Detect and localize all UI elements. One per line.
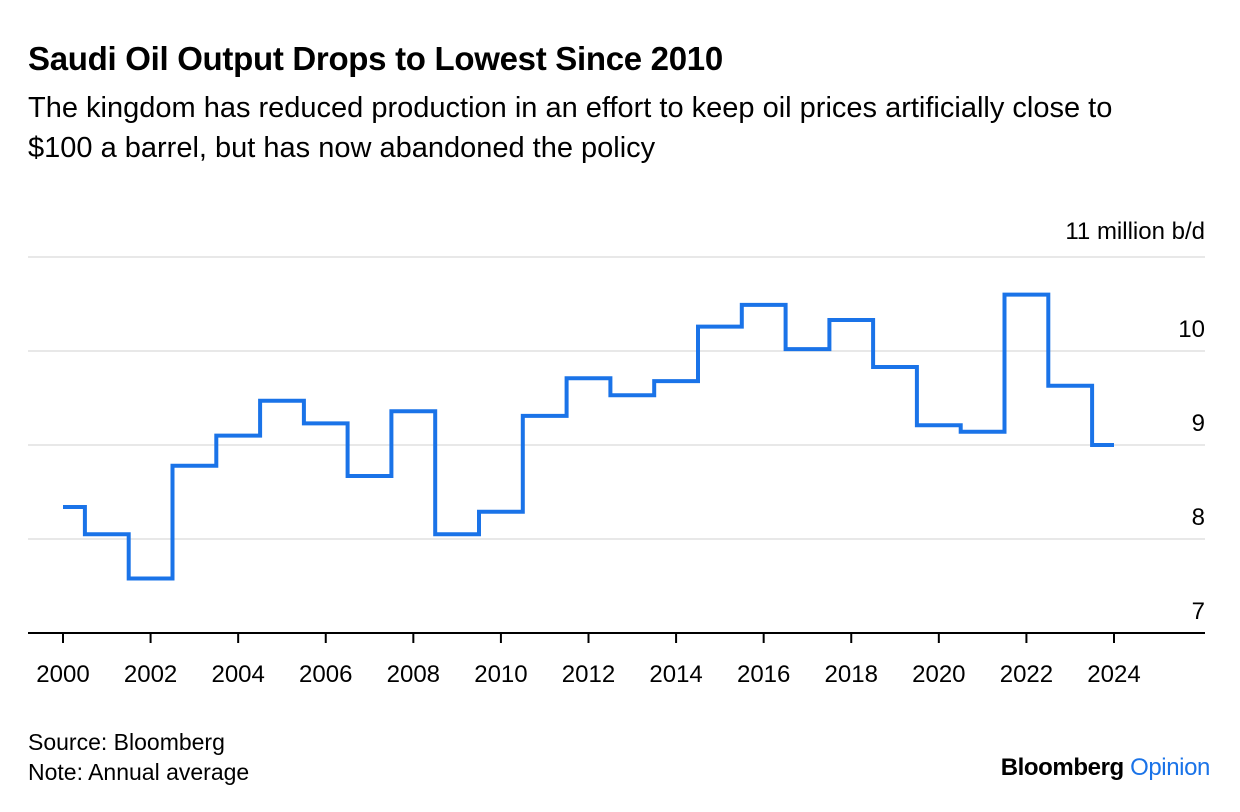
x-tick-label-2016: 2016 bbox=[737, 661, 790, 688]
x-tick-label-2024: 2024 bbox=[1087, 661, 1140, 688]
brand-opinion: Opinion bbox=[1130, 754, 1210, 781]
chart-title: Saudi Oil Output Drops to Lowest Since 2… bbox=[28, 40, 723, 77]
x-tick-label-2004: 2004 bbox=[211, 661, 264, 688]
x-tick-label-2014: 2014 bbox=[649, 661, 702, 688]
x-axis bbox=[28, 632, 1205, 643]
x-tick-label-2010: 2010 bbox=[474, 661, 527, 688]
y-tick-label-7: 7 bbox=[1192, 598, 1205, 625]
x-tick-label-2002: 2002 bbox=[124, 661, 177, 688]
x-tick-label-2000: 2000 bbox=[36, 661, 89, 688]
x-tick-label-2018: 2018 bbox=[825, 661, 878, 688]
x-tick-label-2020: 2020 bbox=[912, 661, 965, 688]
chart-subtitle: The kingdom has reduced production in an… bbox=[28, 92, 1113, 164]
x-tick-label-2008: 2008 bbox=[387, 661, 440, 688]
y-unit-label: 11 million b/d bbox=[1065, 218, 1205, 245]
y-tick-label-10: 10 bbox=[1178, 316, 1205, 343]
x-tick-label-2012: 2012 bbox=[562, 661, 615, 688]
y-tick-label-9: 9 bbox=[1192, 410, 1205, 437]
y-tick-label-8: 8 bbox=[1192, 504, 1205, 531]
series bbox=[63, 292, 1114, 581]
x-tick-label-2022: 2022 bbox=[1000, 661, 1053, 688]
gridlines bbox=[28, 256, 1205, 540]
tick-labels: 2000 2002 2004 2006 2008 2010 2012 2014 2016 2018… bbox=[36, 218, 1205, 688]
x-tick-label-2006: 2006 bbox=[299, 661, 352, 688]
saudi-output-step-line bbox=[63, 292, 1114, 581]
annual-average-note: Note: Annual average bbox=[28, 759, 250, 785]
brand-name: Bloomberg bbox=[1000, 754, 1124, 781]
brand-logo: Bloomberg Opinion bbox=[1000, 754, 1211, 782]
source-note: Source: Bloomberg bbox=[28, 729, 225, 755]
